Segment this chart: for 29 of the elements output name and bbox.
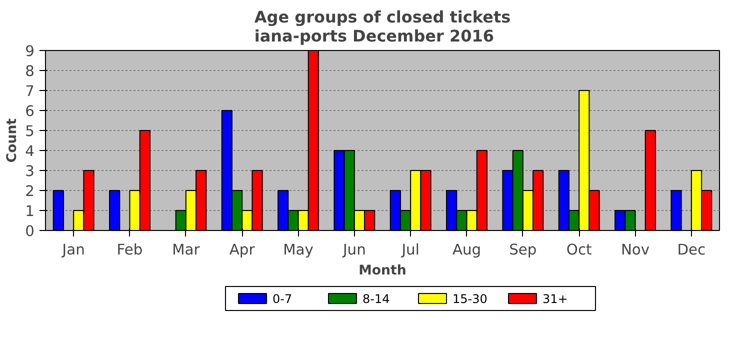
- legend-label: 31+: [542, 292, 568, 306]
- x-tick-label: Apr: [229, 242, 256, 258]
- y-tick-label: 0: [25, 223, 35, 240]
- x-tick-label: Dec: [677, 242, 706, 258]
- y-tick-label: 4: [25, 143, 35, 160]
- chart-title: Age groups of closed tickets iana-ports December 2016: [254, 8, 511, 46]
- x-tick-label: Mar: [172, 242, 201, 258]
- x-tick-label: Feb: [116, 242, 143, 258]
- y-tick-label: 5: [25, 123, 35, 140]
- x-tick-label: May: [283, 242, 314, 258]
- x-tick-label: Oct: [566, 242, 592, 258]
- y-tick-label: 1: [25, 203, 35, 220]
- x-tick-label: Jul: [400, 242, 420, 258]
- y-tick-label: 9: [25, 43, 35, 60]
- y-tick-label: 2: [25, 183, 35, 200]
- x-axis-title: Month: [358, 264, 406, 278]
- legend-label: 15-30: [452, 292, 488, 306]
- x-tick-label: Jun: [342, 242, 366, 258]
- x-tick-label: Sep: [509, 242, 537, 258]
- y-axis-title: Count: [5, 118, 20, 163]
- x-tick-label: Aug: [452, 242, 482, 258]
- y-tick-label: 6: [25, 103, 35, 120]
- legend-label: 8-14: [362, 292, 390, 306]
- legend-label: 0-7: [272, 292, 292, 306]
- y-tick-label: 7: [25, 83, 35, 100]
- y-tick-label: 3: [25, 163, 35, 180]
- x-tick-label: Nov: [620, 242, 650, 258]
- y-tick-label: 8: [25, 63, 35, 80]
- x-tick-label: Jan: [61, 242, 85, 258]
